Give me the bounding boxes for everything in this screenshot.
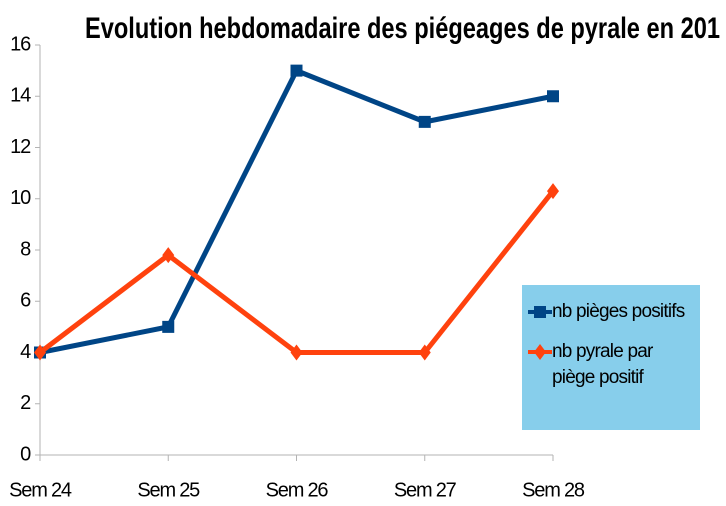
y-tick-label: 0 (20, 443, 31, 465)
marker (534, 306, 546, 318)
x-tick-label: Sem 24 (9, 479, 72, 501)
marker (547, 90, 559, 103)
marker (418, 344, 431, 361)
y-tick-label: 14 (10, 85, 31, 107)
legend-label: nb pièges positifs (552, 301, 685, 322)
x-tick-label: Sem 27 (394, 479, 457, 501)
y-tick-label: 16 (10, 33, 31, 55)
legend-icon (528, 306, 552, 318)
legend-entry: nb pyrale par piège positif (528, 339, 694, 391)
y-tick-label: 6 (20, 290, 31, 312)
marker (418, 115, 431, 128)
marker (290, 64, 303, 77)
x-tick-label: Sem 25 (137, 479, 200, 501)
x-tick-label: Sem 28 (522, 479, 585, 501)
y-tick-label: 2 (20, 392, 31, 414)
series-line (38, 189, 555, 355)
legend-icon (528, 344, 552, 360)
y-tick-label: 10 (10, 187, 31, 209)
marker (162, 320, 175, 333)
marker (34, 344, 46, 361)
marker (290, 344, 303, 361)
y-tick-label: 4 (20, 341, 31, 363)
series-line (39, 68, 554, 355)
legend-entry: nb pièges positifs (528, 299, 694, 325)
y-tick-label: 12 (10, 136, 31, 158)
x-tick-label: Sem 26 (266, 479, 329, 501)
marker (547, 183, 559, 200)
legend-label: nb pyrale par piège positif (552, 341, 653, 388)
legend: nb pièges positifs nb pyrale par piège po… (522, 285, 700, 430)
chart-title: Evolution hebdomadaire des piégeages de … (85, 12, 720, 45)
marker (162, 247, 175, 264)
marker (534, 344, 546, 360)
y-tick-label: 8 (20, 238, 31, 260)
